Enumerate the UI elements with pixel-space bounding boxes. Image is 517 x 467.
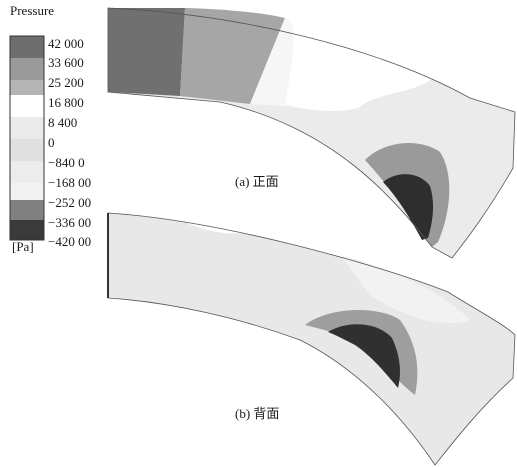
contour-region-white [185, 220, 250, 234]
color-bar [9, 35, 45, 241]
color-bar-frame [9, 35, 45, 241]
caption-back-surface: (b) 背面 [235, 406, 280, 421]
color-bar-band [10, 80, 44, 95]
legend-tick-label: −840 0 [48, 155, 85, 170]
legend-tick-label: 8 400 [48, 115, 78, 130]
color-bar-band [10, 139, 44, 161]
legend-unit: [Pa] [12, 239, 34, 254]
legend-tick-label: −168 00 [48, 175, 92, 190]
blade-back-contour [107, 212, 516, 466]
legend-tick-label: 25 200 [48, 75, 84, 90]
legend-tick-label: −252 00 [48, 195, 92, 210]
caption-front-surface: (a) 正面 [235, 174, 279, 189]
blade-back-outline [107, 212, 516, 466]
legend-tick-label: 42 000 [48, 36, 84, 51]
color-bar-band [10, 220, 44, 240]
blade-back-base [108, 213, 515, 465]
legend-title: Pressure [10, 3, 55, 18]
color-bar-band [10, 161, 44, 183]
legend-tick-label: 16 800 [48, 95, 84, 110]
color-bar-band [10, 95, 44, 117]
contour-region-mid-gray [180, 8, 285, 104]
legend-tick-label: 0 [48, 135, 55, 150]
contour-region-darkest [328, 324, 400, 388]
color-bar-band [10, 117, 44, 139]
contour-region-darkest [383, 174, 434, 240]
color-bar-band [10, 183, 44, 200]
blade-front-outline [107, 7, 516, 259]
color-bar-band [10, 58, 44, 80]
contour-region-pale [340, 255, 470, 324]
color-bar-band [10, 36, 44, 58]
legend-tick-label: 33 600 [48, 55, 84, 70]
legend-tick-label: −336 00 [48, 215, 92, 230]
legend-tick-label: −420 00 [48, 234, 92, 249]
contour-region-white [272, 28, 440, 112]
color-bar-band [10, 200, 44, 220]
contour-region-dark-gray [108, 8, 185, 96]
blade-front-contour [107, 7, 516, 259]
contour-region-light [250, 18, 294, 106]
